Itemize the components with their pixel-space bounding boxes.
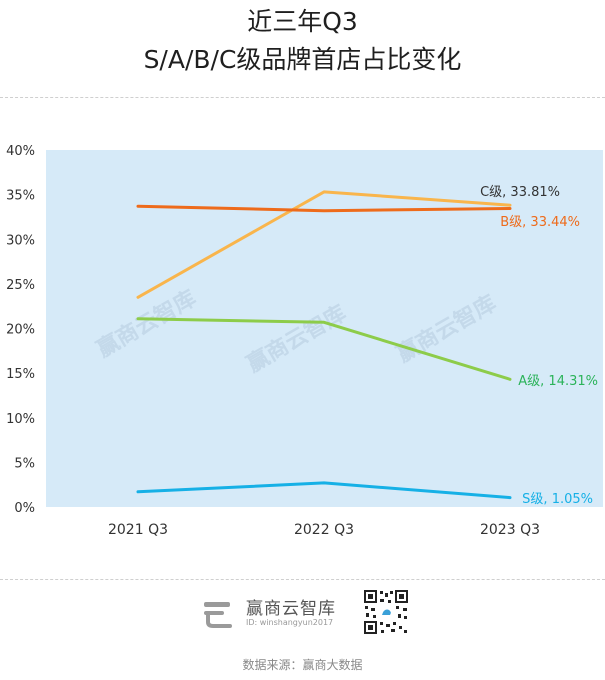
brand-id: ID: winshangyun2017 xyxy=(246,618,334,627)
data-source-note: 数据来源：赢商大数据 xyxy=(242,658,363,672)
brand-name: 赢商云智库 xyxy=(246,599,336,619)
y-tick-label: 15% xyxy=(6,367,35,382)
x-tick-label: 2022 Q3 xyxy=(294,522,354,538)
chart-title-line1: 近三年Q3 xyxy=(247,7,358,36)
qr-code-icon xyxy=(363,589,409,635)
chart-title-line2: S/A/B/C级品牌首店占比变化 xyxy=(143,45,462,74)
line-chart: 赢商云智库 赢商云智库 赢商云智库0%5%10%15%20%25%30%35%40%… xyxy=(6,144,603,538)
top-divider xyxy=(0,97,605,98)
data-label-C级: C级, 33.81% xyxy=(480,185,560,200)
bottom-divider xyxy=(0,579,605,580)
data-label-A级: A级, 14.31% xyxy=(518,374,598,389)
brand-block: 赢商云智库 ID: winshangyun2017 xyxy=(200,590,420,640)
y-tick-label: 25% xyxy=(6,278,35,293)
series-line-C级 xyxy=(136,190,512,299)
data-label-B级: B级, 33.44% xyxy=(500,215,580,230)
y-tick-label: 0% xyxy=(14,501,35,516)
x-tick-label: 2023 Q3 xyxy=(480,522,540,538)
y-tick-label: 35% xyxy=(6,189,35,204)
series-line-A级 xyxy=(136,317,512,381)
y-tick-label: 20% xyxy=(6,323,35,338)
series-line-B级 xyxy=(136,204,512,213)
series-line-S级 xyxy=(136,481,512,500)
data-label-S级: S级, 1.05% xyxy=(522,492,593,507)
y-tick-label: 10% xyxy=(6,412,35,427)
y-tick-label: 5% xyxy=(14,456,35,471)
y-tick-label: 30% xyxy=(6,233,35,248)
x-tick-label: 2021 Q3 xyxy=(108,522,168,538)
winshang-logo-icon xyxy=(204,602,232,628)
y-tick-label: 40% xyxy=(6,144,35,159)
